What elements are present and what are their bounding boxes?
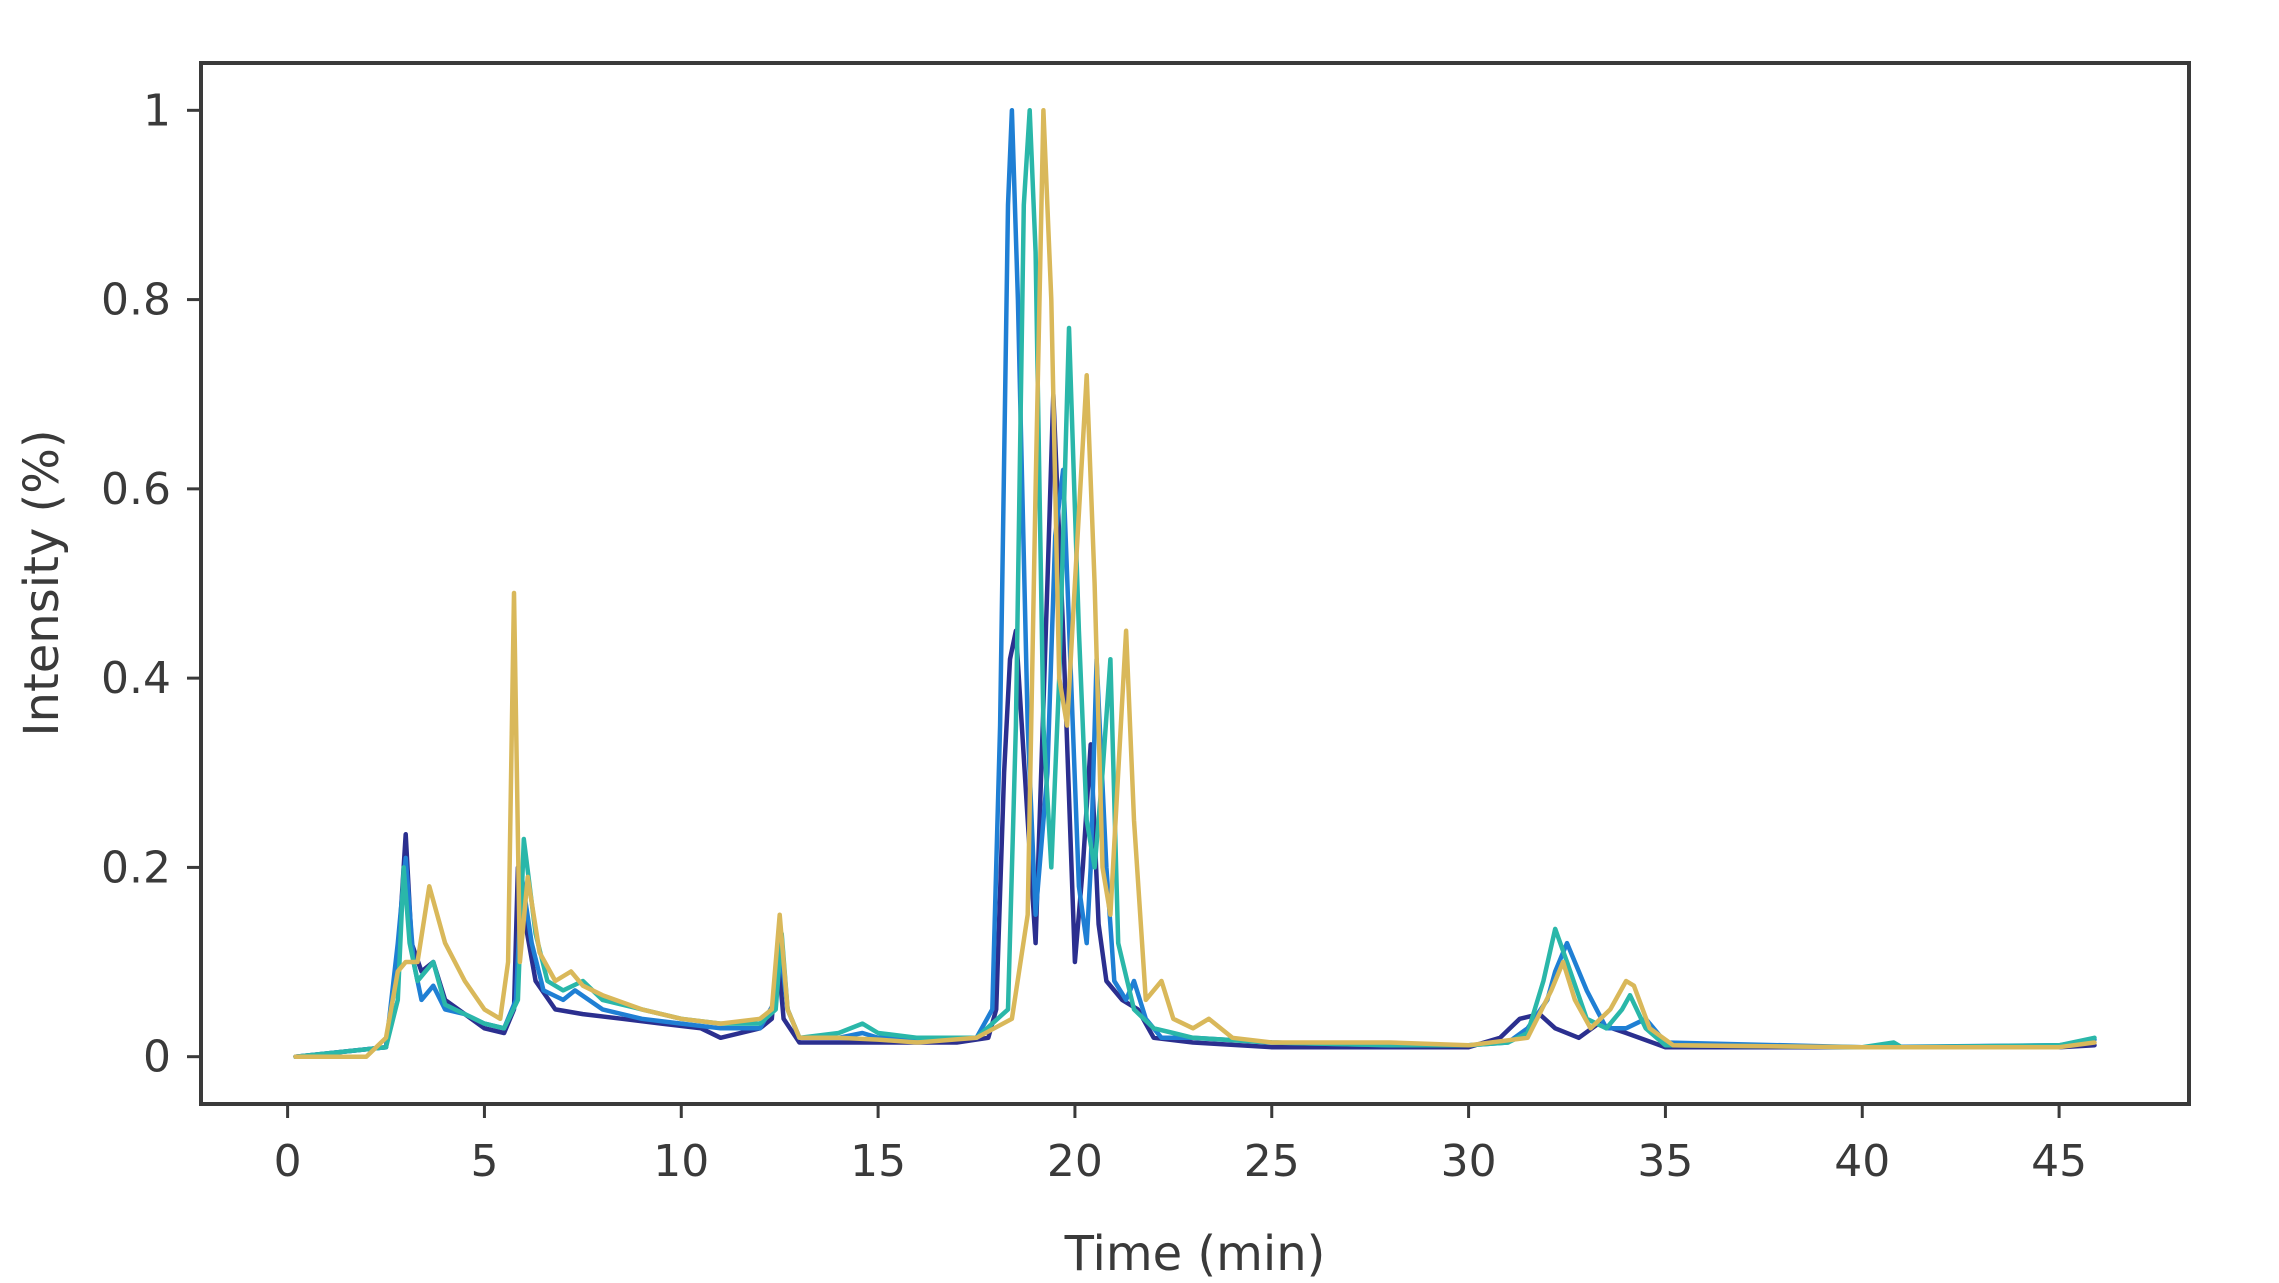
series-line-1 [293,391,2097,1059]
y-tick-label: 0.4 [101,653,171,704]
y-tick-label: 1 [143,85,171,136]
series-layer [293,108,2097,1059]
x-tick-label: 0 [274,1136,302,1187]
x-tick-label: 40 [1834,1136,1890,1187]
y-tick-label: 0.8 [101,275,171,326]
ticks-layer: 0 5 10 15 20 25 30 35 40 45 0 0.2 0.4 0.6 0.8 1 [101,85,2087,1187]
x-tick-label: 15 [850,1136,906,1187]
series-line-3 [293,108,2097,1059]
x-tick-label: 45 [2031,1136,2087,1187]
y-tick-label: 0.6 [101,464,171,515]
y-tick-label: 0 [143,1032,171,1083]
plot-frame [199,61,2191,1106]
x-tick-label: 20 [1047,1136,1103,1187]
series-line-2 [293,108,2097,1059]
x-tick-label: 30 [1441,1136,1497,1187]
y-axis-label: Intensity (%) [14,429,70,736]
y-tick-label: 0.2 [101,842,171,893]
series-line-4 [293,108,2097,1059]
x-tick-label: 10 [653,1136,709,1187]
x-tick-label: 35 [1637,1136,1693,1187]
x-axis-label: Time (min) [1064,1226,1326,1282]
x-tick-label: 5 [470,1136,498,1187]
x-tick-label: 25 [1244,1136,1300,1187]
